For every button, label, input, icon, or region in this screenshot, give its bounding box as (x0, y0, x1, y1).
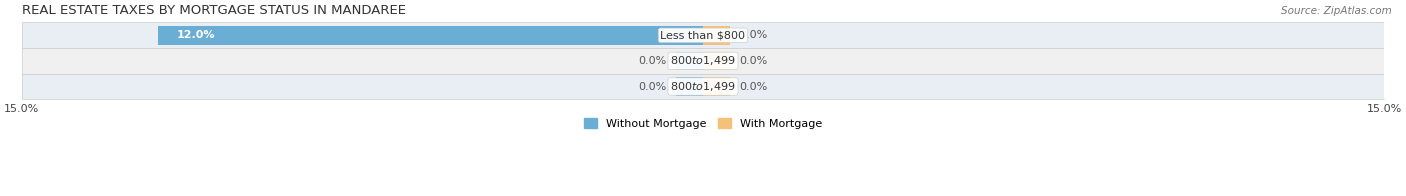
Bar (676, 52, 703, 70)
Legend: Without Mortgage, With Mortgage: Without Mortgage, With Mortgage (579, 114, 827, 134)
Bar (157, 26, 703, 44)
Text: REAL ESTATE TAXES BY MORTGAGE STATUS IN MANDAREE: REAL ESTATE TAXES BY MORTGAGE STATUS IN … (21, 4, 406, 17)
Text: Less than $800: Less than $800 (661, 30, 745, 40)
Bar (21, 74, 1385, 99)
Bar (703, 77, 730, 96)
Bar (21, 23, 1385, 48)
Text: $800 to $1,499: $800 to $1,499 (671, 54, 735, 67)
Text: 0.0%: 0.0% (638, 82, 666, 92)
Bar (21, 48, 1385, 74)
Bar (676, 77, 703, 96)
Text: 0.0%: 0.0% (740, 30, 768, 40)
Text: 0.0%: 0.0% (740, 56, 768, 66)
Text: 0.0%: 0.0% (638, 56, 666, 66)
Bar (703, 26, 730, 44)
Text: 0.0%: 0.0% (740, 82, 768, 92)
Bar (703, 52, 730, 70)
Text: Source: ZipAtlas.com: Source: ZipAtlas.com (1281, 6, 1392, 16)
Text: 12.0%: 12.0% (176, 30, 215, 40)
Text: $800 to $1,499: $800 to $1,499 (671, 80, 735, 93)
